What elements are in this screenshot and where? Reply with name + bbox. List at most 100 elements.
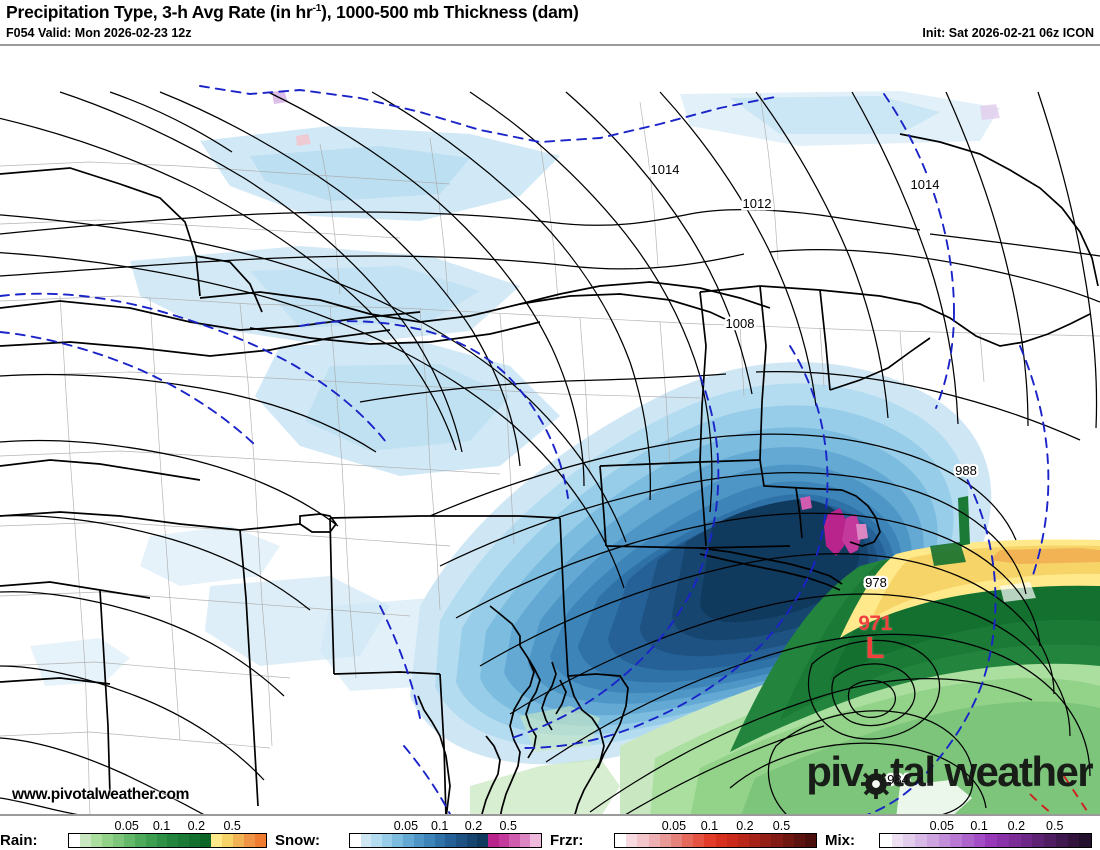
- brand-watermark: piv: [806, 748, 1094, 799]
- colorbar-swatch: [350, 834, 361, 847]
- colorbar-swatches-rain[interactable]: [68, 833, 267, 848]
- colorbar-swatch: [403, 834, 414, 847]
- site-url-label: www.pivotalweather.com: [12, 786, 190, 803]
- colorbar-snow: Snow: 0.05 0.1 0.2 0.5: [275, 816, 550, 850]
- colorbar-swatch: [704, 834, 716, 847]
- colorbar-swatch: [487, 834, 499, 847]
- isobar-label: 1014: [911, 177, 940, 192]
- colorbar-swatch: [950, 834, 963, 847]
- colorbar-swatch: [123, 834, 135, 847]
- colorbar-swatch: [244, 834, 255, 847]
- colorbar-swatch: [915, 834, 927, 847]
- colorbar-ticks-snow: 0.05 0.1 0.2 0.5: [349, 817, 542, 833]
- colorbar-swatch: [997, 834, 1009, 847]
- colorbar-label-frzr: Frzr:: [550, 832, 584, 849]
- isobar-label: 978: [865, 575, 887, 590]
- colorbar-swatches-frzr[interactable]: [614, 833, 817, 848]
- mslp-isobars: [0, 91, 1100, 814]
- colorbar-swatch: [424, 834, 435, 847]
- colorbar-tick: 0.2: [736, 819, 754, 833]
- colorbar-swatch: [615, 834, 627, 847]
- colorbar-swatch: [189, 834, 201, 847]
- colorbar-swatch: [156, 834, 168, 847]
- map-header: Precipitation Type, 3-h Avg Rate (in hr-…: [0, 0, 1100, 44]
- colorbar-tick: 0.05: [661, 819, 687, 833]
- colorbar-swatch: [793, 834, 805, 847]
- colorbar-tick: 0.5: [223, 819, 241, 833]
- colorbar-tick: 0.05: [393, 819, 419, 833]
- isobar-label-group: 1014101410121012101410141008100898898897…: [648, 160, 979, 790]
- colorbar-swatch: [477, 834, 488, 847]
- colorbar-tick: 0.1: [970, 819, 988, 833]
- colorbar-swatches-mix[interactable]: [879, 833, 1092, 848]
- colorbar-swatch: [360, 834, 372, 847]
- isobar-label-halo: 984: [887, 772, 909, 787]
- colorbar-swatch: [445, 834, 457, 847]
- colorbar-swatch: [509, 834, 520, 847]
- colorbar-tick: 0.1: [431, 819, 449, 833]
- colorbar-ticks-mix: 0.05 0.1 0.2 0.5: [879, 817, 1092, 833]
- colorbar-swatch: [1079, 834, 1091, 847]
- colorbar-frzr: Frzr: 0.05 0.1 0.2 0.5: [550, 816, 825, 850]
- colorbar-swatch: [530, 834, 541, 847]
- colorbar-tick: 0.5: [1046, 819, 1064, 833]
- colorbar-legend: Rain: 0.05 0.1 0.2 0.5 Snow: 0.05 0.1 0.2 0.5 Frzr…: [0, 816, 1100, 850]
- colorbar-swatch: [985, 834, 998, 847]
- colorbar-swatch: [626, 834, 638, 847]
- colorbar-swatch: [371, 834, 382, 847]
- colorbar-tick: 0.5: [772, 819, 791, 833]
- isobar-label: 1012: [743, 196, 772, 211]
- colorbar-swatch: [693, 834, 705, 847]
- watermark-text-post: tal weather: [890, 748, 1093, 795]
- colorbar-swatch: [519, 834, 531, 847]
- isobar-label: 1014: [651, 162, 680, 177]
- colorbar-swatch: [1067, 834, 1080, 847]
- colorbar-tick: 0.2: [464, 819, 483, 833]
- isobar-label: 984: [887, 772, 909, 787]
- colorbar-swatch: [222, 834, 234, 847]
- colorbar-swatch: [381, 834, 393, 847]
- colorbar-rain: Rain: 0.05 0.1 0.2 0.5: [0, 816, 275, 850]
- isobar-label-halo: 1008: [726, 316, 755, 331]
- colorbar-swatch: [737, 834, 750, 847]
- colorbar-label-snow: Snow:: [275, 832, 320, 849]
- colorbar-swatch: [456, 834, 467, 847]
- precip-rain: [470, 496, 1100, 814]
- colorbar-swatch: [782, 834, 794, 847]
- colorbar-swatch: [69, 834, 80, 847]
- colorbar-swatch: [749, 834, 761, 847]
- colorbar-swatch: [178, 834, 190, 847]
- colorbar-swatch: [434, 834, 446, 847]
- colorbar-swatch: [804, 834, 817, 847]
- colorbar-swatch: [466, 834, 478, 847]
- county-lines: [0, 93, 1100, 814]
- colorbar-swatch: [392, 834, 404, 847]
- colorbar-swatch: [90, 834, 102, 847]
- colorbar-label-rain: Rain:: [0, 832, 38, 849]
- watermark-text-pre: piv: [806, 748, 863, 795]
- colorbar-swatch: [891, 834, 904, 847]
- colorbar-swatches-snow[interactable]: [349, 833, 542, 848]
- colorbar-tick: 0.05: [929, 819, 954, 833]
- colorbar-ticks-frzr: 0.05 0.1 0.2 0.5: [614, 817, 817, 833]
- colorbar-swatch: [101, 834, 113, 847]
- forecast-valid-time: F054 Valid: Mon 2026-02-23 12z: [6, 26, 192, 40]
- colorbar-swatch: [145, 834, 157, 847]
- low-pressure-symbol: L: [865, 630, 885, 665]
- colorbar-swatch: [715, 834, 727, 847]
- colorbar-swatch: [726, 834, 738, 847]
- colorbar-swatch: [1008, 834, 1021, 847]
- colorbar-ticks-rain: 0.05 0.1 0.2 0.5: [68, 817, 267, 833]
- colorbar-tick: 0.2: [187, 819, 206, 833]
- isobar-label: 1008: [726, 316, 755, 331]
- colorbar-swatch: [233, 834, 244, 847]
- colorbar-label-mix: Mix:: [825, 832, 855, 849]
- colorbar-swatch: [648, 834, 660, 847]
- precip-frzr: [296, 134, 311, 146]
- colorbar-swatch: [771, 834, 783, 847]
- isobar-label: 988: [955, 463, 977, 478]
- colorbar-swatch: [880, 834, 892, 847]
- colorbar-swatch: [903, 834, 916, 847]
- map-canvas[interactable]: 1014 1014 1012 1012 1014 1014 1008 1008 988 988 97…: [0, 44, 1100, 816]
- colorbar-swatch: [962, 834, 974, 847]
